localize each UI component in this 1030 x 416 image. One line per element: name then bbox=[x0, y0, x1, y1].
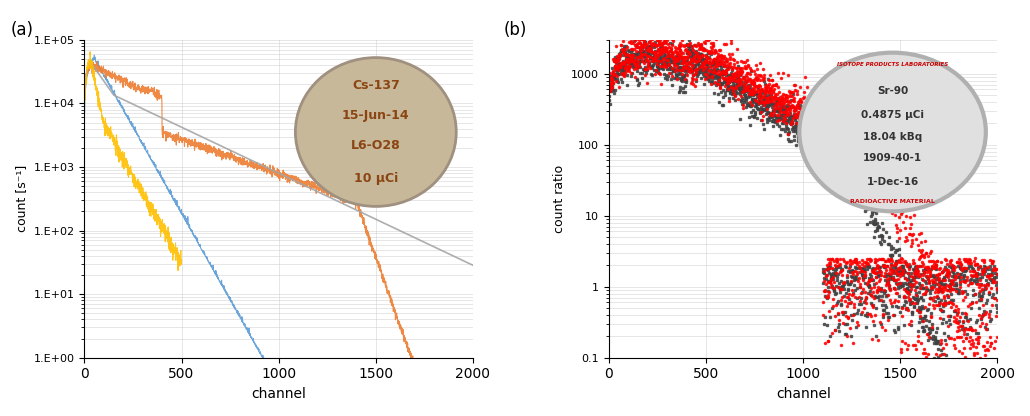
Text: (a): (a) bbox=[10, 21, 33, 39]
X-axis label: channel: channel bbox=[776, 387, 830, 401]
Y-axis label: count [s⁻¹]: count [s⁻¹] bbox=[15, 165, 28, 233]
Y-axis label: count ratio: count ratio bbox=[553, 165, 565, 233]
X-axis label: channel: channel bbox=[251, 387, 306, 401]
Text: (b): (b) bbox=[504, 21, 526, 39]
